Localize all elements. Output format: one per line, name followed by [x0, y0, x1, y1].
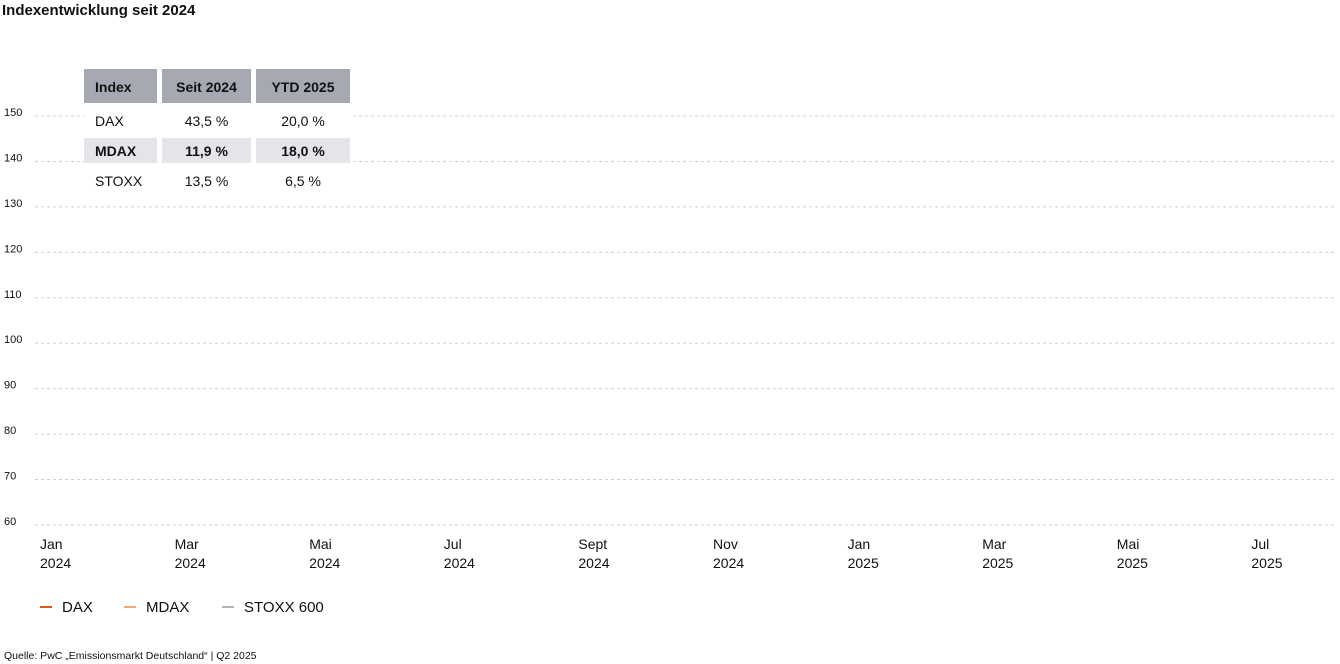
table-cell: 6,5 %	[285, 173, 321, 189]
table-header-cell	[84, 69, 157, 103]
x-tick-label: Jul 2025	[1251, 536, 1282, 571]
y-tick-label: 80	[4, 425, 16, 437]
y-tick-label: 140	[4, 152, 22, 164]
table-cell: MDAX	[95, 143, 137, 159]
table-header: Index	[95, 79, 132, 95]
table-header-cell	[256, 69, 350, 103]
table-cell: 13,5 %	[185, 173, 229, 189]
y-tick-label: 110	[4, 289, 22, 301]
x-tick-label: Jan 2025	[848, 536, 879, 571]
x-tick-label: Nov 2024	[713, 536, 744, 571]
y-tick-label: 150	[4, 107, 22, 119]
table-row-highlight	[162, 138, 251, 163]
table-row-highlight	[256, 138, 350, 163]
legend-label: STOXX 600	[244, 599, 324, 616]
y-tick-label: 60	[4, 516, 16, 528]
chart-title: Indexentwicklung seit 2024	[2, 2, 196, 19]
x-tick-label: Mar 2024	[175, 536, 206, 571]
table-cell: 11,9 %	[185, 143, 228, 159]
table-header: Seit 2024	[176, 79, 237, 95]
y-tick-label: 100	[4, 334, 22, 346]
y-tick-label: 130	[4, 198, 22, 210]
legend-label: MDAX	[146, 599, 189, 616]
table-row-highlight	[84, 138, 157, 163]
table-cell: 20,0 %	[281, 113, 325, 129]
x-tick-label: Mar 2025	[982, 536, 1013, 571]
table-cell: 18,0 %	[281, 143, 325, 159]
table-cell: DAX	[95, 113, 124, 129]
source-note: Quelle: PwC „Emissionsmarkt Deutschland“…	[4, 650, 257, 662]
x-tick-label: Mai 2024	[309, 536, 340, 571]
table-header-cell	[162, 69, 251, 103]
y-tick-label: 120	[4, 243, 22, 255]
table-header: YTD 2025	[271, 79, 334, 95]
y-tick-label: 90	[4, 380, 16, 392]
x-tick-label: Mai 2025	[1117, 536, 1148, 571]
table-cell: 43,5 %	[185, 113, 229, 129]
legend-label: DAX	[62, 599, 93, 616]
y-tick-label: 70	[4, 471, 16, 483]
x-tick-label: Jan 2024	[40, 536, 71, 571]
x-tick-label: Jul 2024	[444, 536, 475, 571]
table-cell: STOXX	[95, 173, 143, 189]
x-tick-label: Sept 2024	[578, 536, 609, 571]
